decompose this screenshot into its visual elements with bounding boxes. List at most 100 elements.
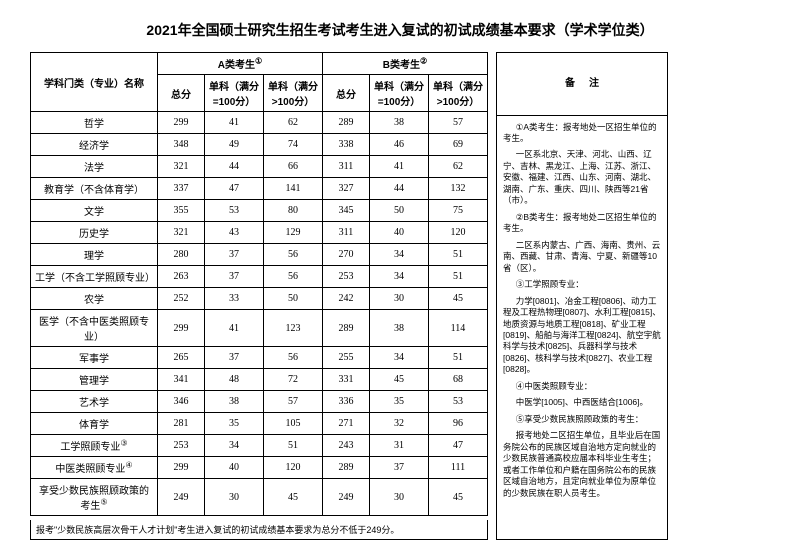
table-row: 体育学281351052713296 <box>31 413 488 435</box>
cell: 56 <box>264 266 323 288</box>
cell: 69 <box>429 134 488 156</box>
cell: 56 <box>264 347 323 369</box>
cell: 123 <box>264 310 323 347</box>
cell: 45 <box>429 479 488 516</box>
content-container: 学科门类（专业）名称 A类考生① B类考生② 总分 单科（满分=100分） 单科… <box>30 52 770 540</box>
cell: 40 <box>370 222 429 244</box>
row-name: 农学 <box>31 288 158 310</box>
row-name: 工学（不含工学照顾专业） <box>31 266 158 288</box>
row-name: 工学照顾专业③ <box>31 435 158 457</box>
cell: 50 <box>370 200 429 222</box>
cell: 32 <box>370 413 429 435</box>
note-3-title: ③工学照顾专业： <box>503 279 661 290</box>
table-row: 工学照顾专业③25334512433147 <box>31 435 488 457</box>
cell: 62 <box>264 112 323 134</box>
cell: 33 <box>205 288 264 310</box>
cell: 51 <box>429 347 488 369</box>
cell: 43 <box>205 222 264 244</box>
cell: 35 <box>370 391 429 413</box>
cell: 49 <box>205 134 264 156</box>
cell: 50 <box>264 288 323 310</box>
note-1-title: ①A类考生：报考地处一区招生单位的考生。 <box>503 122 661 145</box>
table-row: 管理学34148723314568 <box>31 369 488 391</box>
cell: 141 <box>264 178 323 200</box>
cell: 37 <box>205 266 264 288</box>
cell: 341 <box>158 369 205 391</box>
page-title: 2021年全国硕士研究生招生考试考生进入复试的初试成绩基本要求（学术学位类） <box>30 20 770 40</box>
row-name: 经济学 <box>31 134 158 156</box>
table-row: 农学25233502423045 <box>31 288 488 310</box>
cell: 331 <box>323 369 370 391</box>
row-name: 哲学 <box>31 112 158 134</box>
cell: 35 <box>205 413 264 435</box>
cell: 44 <box>370 178 429 200</box>
cell: 37 <box>205 347 264 369</box>
table-row: 艺术学34638573363553 <box>31 391 488 413</box>
header-sover-a: 单科（满分>100分） <box>264 75 323 112</box>
cell: 57 <box>429 112 488 134</box>
cell: 270 <box>323 244 370 266</box>
cell: 51 <box>429 244 488 266</box>
cell: 111 <box>429 457 488 479</box>
cell: 129 <box>264 222 323 244</box>
cell: 255 <box>323 347 370 369</box>
cell: 263 <box>158 266 205 288</box>
row-name: 医学（不含中医类照顾专业） <box>31 310 158 347</box>
notes-body: ①A类考生：报考地处一区招生单位的考生。 一区系北京、天津、河北、山西、辽宁、吉… <box>497 116 667 540</box>
row-name: 文学 <box>31 200 158 222</box>
header-total-b: 总分 <box>323 75 370 112</box>
cell: 51 <box>429 266 488 288</box>
cell: 105 <box>264 413 323 435</box>
cell: 75 <box>429 200 488 222</box>
cell: 114 <box>429 310 488 347</box>
row-name: 管理学 <box>31 369 158 391</box>
cell: 345 <box>323 200 370 222</box>
cell: 53 <box>429 391 488 413</box>
cell: 74 <box>264 134 323 156</box>
table-row: 经济学34849743384669 <box>31 134 488 156</box>
cell: 41 <box>205 310 264 347</box>
cell: 132 <box>429 178 488 200</box>
cell: 338 <box>323 134 370 156</box>
cell: 299 <box>158 112 205 134</box>
header-s100-a: 单科（满分=100分） <box>205 75 264 112</box>
cell: 72 <box>264 369 323 391</box>
footnote: 报考"少数民族高层次骨干人才计划"考生进入复试的初试成绩基本要求为总分不低于24… <box>30 520 488 540</box>
table-row: 法学32144663114162 <box>31 156 488 178</box>
cell: 38 <box>205 391 264 413</box>
cell: 34 <box>370 347 429 369</box>
cell: 321 <box>158 156 205 178</box>
notes-column: 备注 ①A类考生：报考地处一区招生单位的考生。 一区系北京、天津、河北、山西、辽… <box>496 52 668 540</box>
cell: 47 <box>429 435 488 457</box>
cell: 30 <box>205 479 264 516</box>
cell: 281 <box>158 413 205 435</box>
cell: 38 <box>370 112 429 134</box>
table-row: 历史学3214312931140120 <box>31 222 488 244</box>
table-row: 中医类照顾专业④2994012028937111 <box>31 457 488 479</box>
cell: 346 <box>158 391 205 413</box>
cell: 40 <box>205 457 264 479</box>
cell: 47 <box>205 178 264 200</box>
cell: 96 <box>429 413 488 435</box>
cell: 30 <box>370 479 429 516</box>
note-4-body: 中医学[1005]、中西医结合[1006]。 <box>503 397 661 408</box>
cell: 46 <box>370 134 429 156</box>
table-row: 教育学（不含体育学）3374714132744132 <box>31 178 488 200</box>
header-subject: 学科门类（专业）名称 <box>31 53 158 112</box>
cell: 311 <box>323 222 370 244</box>
row-name: 体育学 <box>31 413 158 435</box>
cell: 299 <box>158 457 205 479</box>
cell: 41 <box>205 112 264 134</box>
cell: 243 <box>323 435 370 457</box>
cell: 348 <box>158 134 205 156</box>
cell: 336 <box>323 391 370 413</box>
header-group-b: B类考生② <box>323 53 488 75</box>
cell: 289 <box>323 112 370 134</box>
table-row: 理学28037562703451 <box>31 244 488 266</box>
cell: 253 <box>323 266 370 288</box>
score-table: 学科门类（专业）名称 A类考生① B类考生② 总分 单科（满分=100分） 单科… <box>30 52 488 516</box>
cell: 44 <box>205 156 264 178</box>
cell: 45 <box>264 479 323 516</box>
cell: 68 <box>429 369 488 391</box>
cell: 34 <box>370 266 429 288</box>
